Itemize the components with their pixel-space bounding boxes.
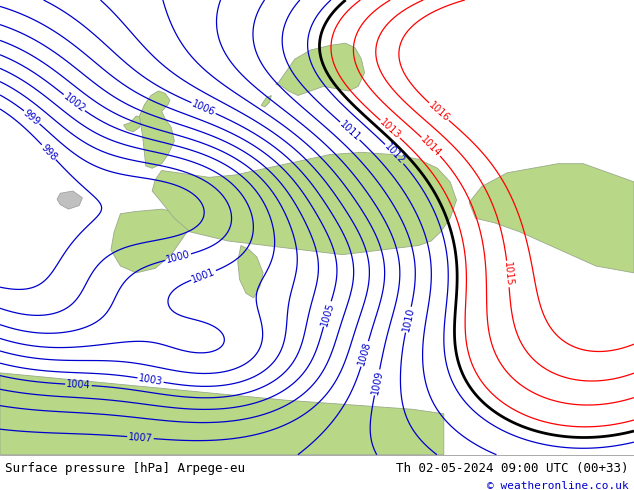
Text: 1004: 1004 (66, 379, 91, 391)
Polygon shape (124, 116, 143, 132)
Text: 1007: 1007 (128, 432, 153, 443)
Text: 1000: 1000 (165, 249, 191, 265)
Polygon shape (276, 43, 365, 96)
Text: 1009: 1009 (370, 369, 384, 395)
Text: © weatheronline.co.uk: © weatheronline.co.uk (487, 481, 629, 490)
Text: 999: 999 (22, 107, 42, 127)
Text: 1012: 1012 (382, 142, 406, 166)
Text: 1006: 1006 (190, 98, 217, 118)
Polygon shape (469, 164, 634, 273)
Polygon shape (152, 152, 456, 255)
Text: 1016: 1016 (427, 100, 451, 123)
Text: Th 02-05-2024 09:00 UTC (00+33): Th 02-05-2024 09:00 UTC (00+33) (396, 462, 629, 475)
Polygon shape (238, 245, 263, 298)
Polygon shape (0, 373, 444, 455)
Text: 1010: 1010 (401, 307, 416, 333)
Text: 1001: 1001 (190, 267, 217, 285)
Text: 1011: 1011 (337, 119, 362, 143)
Text: 1008: 1008 (356, 341, 373, 367)
Text: 1002: 1002 (61, 91, 87, 114)
Text: 998: 998 (39, 142, 59, 162)
Text: 1003: 1003 (138, 373, 164, 387)
Polygon shape (139, 91, 174, 168)
Text: 1015: 1015 (502, 261, 514, 287)
Text: 1013: 1013 (378, 117, 403, 141)
Text: 1005: 1005 (319, 301, 335, 327)
Polygon shape (261, 96, 271, 107)
Polygon shape (111, 209, 193, 273)
Text: 1014: 1014 (418, 134, 443, 159)
Text: Surface pressure [hPa] Arpege-eu: Surface pressure [hPa] Arpege-eu (5, 462, 245, 475)
Polygon shape (57, 191, 82, 209)
